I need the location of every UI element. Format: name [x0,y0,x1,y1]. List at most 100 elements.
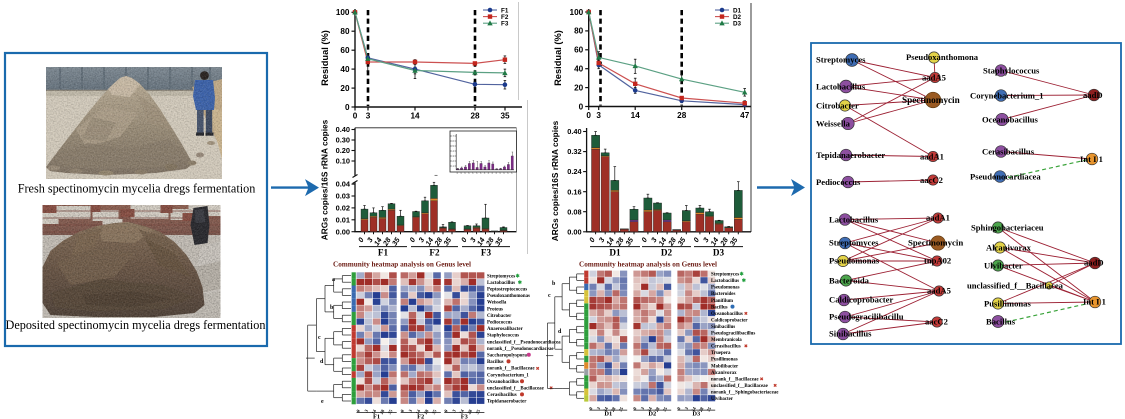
svg-text:0: 0 [587,236,597,244]
svg-text:D2: D2 [661,248,673,258]
svg-text:✖: ✖ [549,386,553,391]
svg-text:Saccharopolyspora: Saccharopolyspora [487,354,527,359]
svg-text:28: 28 [466,408,473,415]
svg-text:ARGs copies/16S rRNA copies: ARGs copies/16S rRNA copies [320,119,330,240]
svg-text:35: 35 [500,112,510,121]
svg-text:d: d [487,171,491,174]
svg-text:d: d [475,171,479,174]
svg-text:Oceanobacillus: Oceanobacillus [982,115,1039,125]
svg-text:F3: F3 [501,21,509,28]
svg-text:d: d [320,359,324,365]
svg-text:✖: ✖ [773,383,777,388]
svg-text:Pseudomonas: Pseudomonas [711,286,740,291]
svg-text:Mobilibacter: Mobilibacter [711,364,739,369]
svg-text:d: d [506,171,510,174]
svg-text:F3: F3 [461,413,468,419]
svg-text:0.3: 0.3 [450,154,454,158]
svg-text:Bacillus: Bacillus [487,360,504,365]
svg-text:35: 35 [390,235,402,247]
svg-text:28: 28 [432,236,444,248]
svg-text:60: 60 [574,46,584,55]
svg-text:0.4: 0.4 [450,149,454,153]
svg-text:0: 0 [443,408,449,413]
svg-text:Caldicoprobacter: Caldicoprobacter [711,318,748,323]
svg-text:Pediococcus: Pediococcus [487,321,512,326]
svg-text:35: 35 [728,235,740,247]
svg-text:0.6: 0.6 [450,139,454,143]
svg-text:Int I 1: Int I 1 [1083,297,1106,307]
svg-text:Peptostreptococcus: Peptostreptococcus [487,288,527,293]
svg-text:20: 20 [340,84,350,93]
svg-text:0.30: 0.30 [336,136,350,145]
svg-text:100: 100 [336,8,350,17]
svg-text:d: d [483,171,487,174]
svg-text:Staphylococcus: Staphylococcus [487,334,519,339]
svg-text:D3: D3 [733,21,742,28]
svg-text:d: d [510,171,514,174]
svg-text:Deposited spectinomycin myceli: Deposited spectinomycin mycelia dregs fe… [6,318,266,332]
svg-text:14: 14 [475,236,487,248]
svg-text:0.08: 0.08 [567,207,581,216]
svg-text:D2: D2 [733,14,742,21]
svg-text:unclassified_f__Bacillaceae: unclassified_f__Bacillaceae [711,384,769,389]
svg-text:Bacteroides: Bacteroides [711,292,735,297]
svg-text:Sinibacillus: Sinibacillus [711,325,735,330]
svg-text:Cerasibacillus: Cerasibacillus [487,393,517,398]
svg-text:✱: ✱ [516,273,521,279]
svg-text:0: 0 [691,236,701,244]
svg-text:Lactobacillus: Lactobacillus [711,279,739,284]
svg-text:Streptomyces: Streptomyces [829,238,879,248]
svg-text:14: 14 [631,111,641,120]
svg-text:20: 20 [574,83,584,92]
svg-text:35: 35 [662,406,669,413]
svg-text:aadA5: aadA5 [927,286,951,296]
svg-text:Alcanivorax: Alcanivorax [711,371,737,376]
svg-text:0: 0 [345,103,350,112]
svg-text:3: 3 [416,236,426,244]
svg-text:d: d [491,171,495,174]
svg-text:14: 14 [371,408,378,415]
svg-text:aadD: aadD [1084,258,1104,268]
svg-text:14: 14 [690,406,697,413]
svg-text:14: 14 [372,236,384,248]
svg-text:✖: ✖ [744,344,748,349]
svg-text:3: 3 [451,408,457,413]
svg-text:28: 28 [380,236,392,248]
svg-text:F1: F1 [378,248,389,258]
svg-text:Weissella: Weissella [816,119,851,129]
svg-text:d: d [471,171,475,174]
svg-text:35: 35 [706,406,713,413]
svg-text:0.00: 0.00 [336,227,350,236]
svg-text:Lactobacillus: Lactobacillus [816,82,866,92]
svg-text:14: 14 [410,112,420,121]
svg-text:Anaerosalibacter: Anaerosalibacter [487,327,524,332]
svg-text:d: d [499,171,503,174]
svg-text:0: 0 [586,111,591,120]
svg-text:0.01: 0.01 [336,215,350,224]
svg-text:Ulvibacter: Ulvibacter [711,397,734,402]
svg-text:3: 3 [649,236,659,244]
svg-text:Cerasibacillus: Cerasibacillus [982,147,1035,157]
svg-text:Proteus: Proteus [487,307,503,312]
svg-text:3: 3 [468,236,478,244]
svg-text:d: d [503,171,507,174]
svg-text:b: b [330,305,334,311]
svg-text:Pseudogracilibacillu: Pseudogracilibacillu [829,312,904,322]
svg-text:unclassified_f__Bacillacea: unclassified_f__Bacillacea [967,281,1064,291]
svg-text:Pseudonocardiacea: Pseudonocardiacea [970,172,1041,182]
svg-text:0: 0 [353,112,358,121]
svg-text:28: 28 [665,236,677,248]
svg-text:norank_f__Sphingobacteriaceae: norank_f__Sphingobacteriaceae [711,391,779,396]
svg-text:0.00: 0.00 [567,227,581,236]
svg-text:d: d [479,171,483,174]
svg-text:aadA1: aadA1 [920,152,944,162]
svg-text:Ulvibacter: Ulvibacter [984,261,1023,271]
svg-text:unclassified_f__Bacillaceae: unclassified_f__Bacillaceae [487,387,545,392]
svg-text:Lactobacillus: Lactobacillus [829,215,879,225]
svg-text:Pediococcus: Pediococcus [816,177,861,187]
svg-text:Pseudogracilibacillus: Pseudogracilibacillus [711,332,755,337]
svg-text:F1: F1 [373,413,380,419]
svg-text:c: c [548,293,551,299]
svg-text:e: e [321,399,324,405]
svg-text:Weissella: Weissella [487,301,507,306]
